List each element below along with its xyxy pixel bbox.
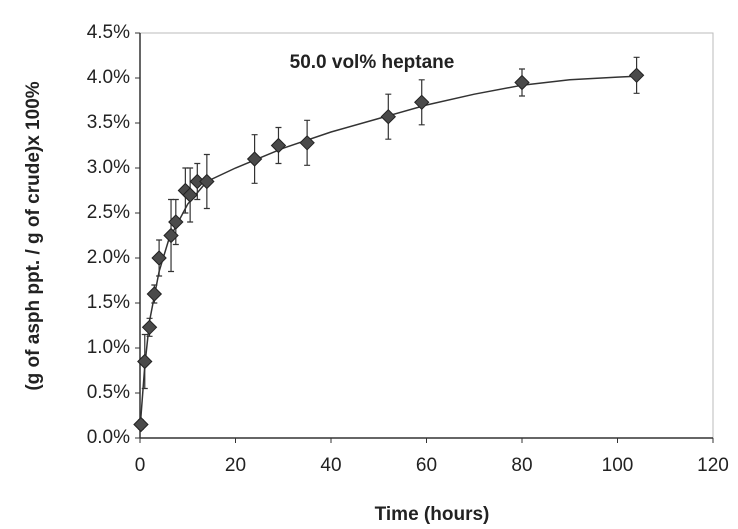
y-axis-label: (g of asph ppt. / g of crude)x 100% <box>23 81 44 390</box>
marker <box>414 94 430 111</box>
y-tick-label: 3.0% <box>87 157 130 178</box>
y-tick-label: 1.5% <box>87 292 130 313</box>
x-tick-label: 0 <box>135 455 146 476</box>
y-tick-label: 2.5% <box>87 202 130 223</box>
y-tick-label: 0.0% <box>87 427 130 448</box>
marker <box>163 227 179 244</box>
x-axis-label: Time (hours) <box>375 504 490 525</box>
y-tick-label: 3.5% <box>87 112 130 133</box>
marker <box>133 416 149 433</box>
x-tick-label: 60 <box>416 455 437 476</box>
marker <box>182 187 198 203</box>
marker <box>628 67 645 84</box>
y-tick-label: 4.0% <box>87 67 130 88</box>
y-tick-label: 1.0% <box>87 337 130 358</box>
marker <box>137 353 153 370</box>
annotation: 50.0 vol% heptane <box>290 52 455 73</box>
marker <box>246 151 263 167</box>
marker <box>168 214 184 230</box>
x-tick-label: 100 <box>602 455 634 476</box>
marker <box>514 74 530 91</box>
x-tick-label: 40 <box>320 455 341 476</box>
y-tick-label: 0.5% <box>87 382 130 403</box>
marker <box>151 250 167 266</box>
x-tick-label: 20 <box>225 455 246 476</box>
x-tick-label: 120 <box>697 455 729 476</box>
plot-frame <box>139 32 714 439</box>
marker <box>270 137 287 154</box>
marker <box>380 108 397 125</box>
x-tick-label: 80 <box>511 455 532 476</box>
marker <box>199 173 215 190</box>
y-tick-label: 2.0% <box>87 247 130 268</box>
marker <box>146 286 163 302</box>
marker <box>299 135 315 151</box>
y-tick-label: 4.5% <box>87 22 130 43</box>
marker <box>141 319 158 336</box>
